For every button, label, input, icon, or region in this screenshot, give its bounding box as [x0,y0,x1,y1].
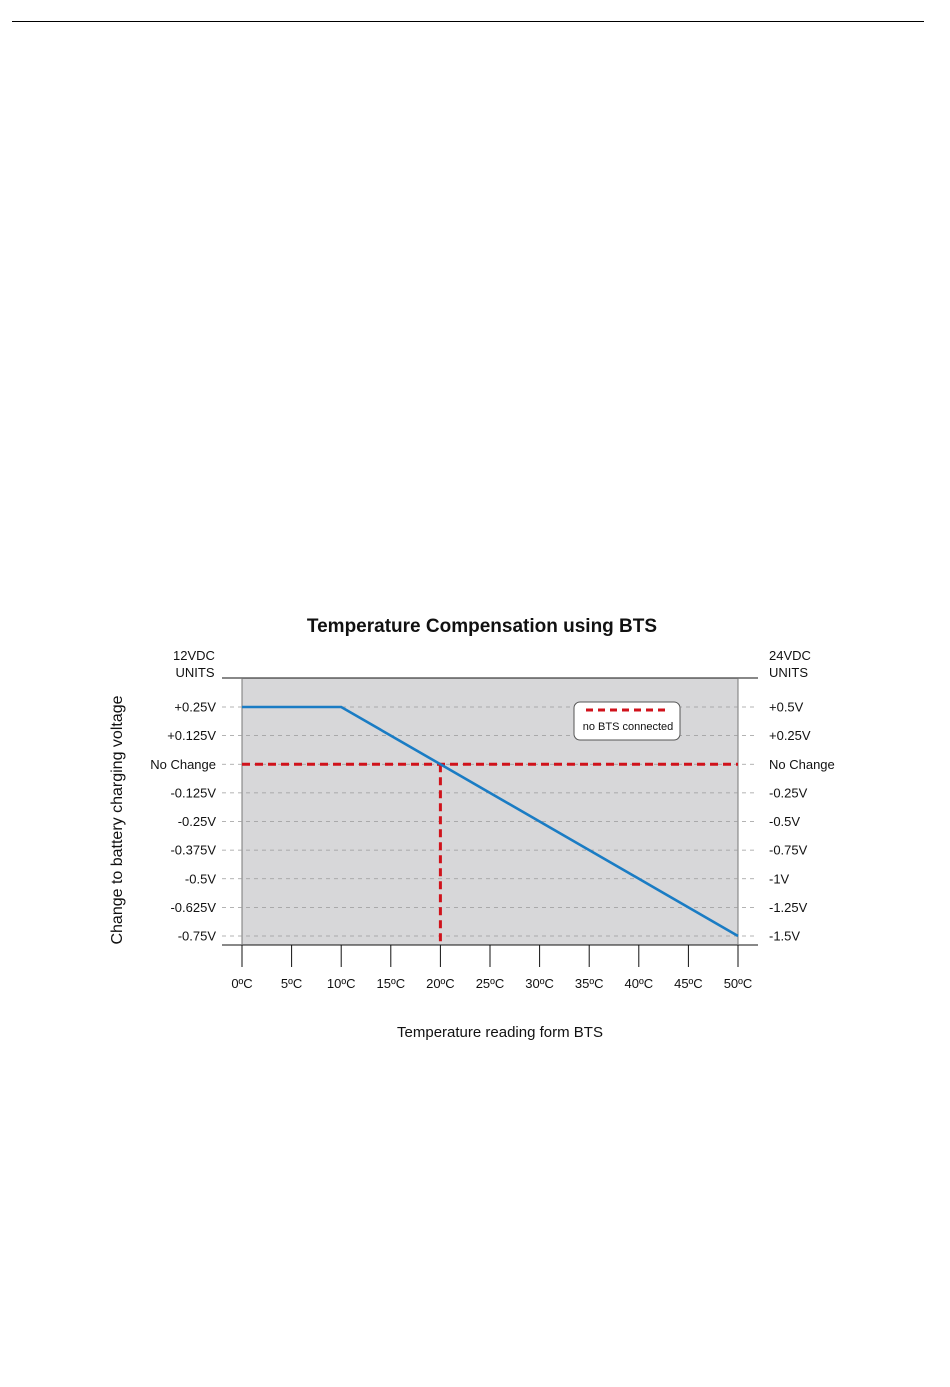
x-tick-label: 30ºC [525,976,554,991]
left-tick-label: -0.25V [178,814,217,829]
y-axis-label: Change to battery charging voltage [109,695,126,944]
x-tick-label: 0ºC [231,976,252,991]
right-tick-label: -0.75V [769,843,808,858]
right-axis-header-line1: 24VDC [769,648,811,663]
left-axis-header-line1: 12VDC [173,648,215,663]
right-tick-label: +0.5V [769,700,804,715]
right-tick-label: No Change [769,757,835,772]
x-tick-label: 45ºC [674,976,703,991]
compensation-line [242,705,739,938]
left-tick-label: +0.125V [167,728,216,743]
x-tick-label: 35ºC [575,976,604,991]
right-axis-header-line2: UNITS [769,665,808,680]
left-tick-label: +0.25V [174,700,216,715]
x-tick-label: 40ºC [624,976,653,991]
left-tick-label: No Change [150,757,216,772]
page-header-rule [12,21,924,22]
left-tick-label: -0.5V [185,871,216,886]
x-tick-label: 25ºC [476,976,505,991]
legend-label: no BTS connected [583,721,674,733]
right-tick-label: -1V [769,871,790,886]
right-tick-label: -1.25V [769,900,808,915]
right-tick-label: +0.25V [769,728,811,743]
left-axis-header-line2: UNITS [176,665,215,680]
plot-area: +0.25V +0.5V +0.125V +0.25V No Change No Chan… [150,677,835,991]
x-tick-label: 20ºC [426,976,455,991]
left-tick-label: -0.75V [178,929,217,944]
x-tick-label: 5ºC [281,976,302,991]
left-tick-label: -0.375V [170,843,216,858]
right-tick-label: -1.5V [769,929,800,944]
right-tick-label: -0.5V [769,814,800,829]
x-tick-label: 10ºC [327,976,356,991]
left-tick-label: -0.625V [170,900,216,915]
right-tick-label: -0.25V [769,785,808,800]
x-tick-label: 15ºC [376,976,405,991]
x-tick-label: 50ºC [724,976,753,991]
x-axis-label: Temperature reading form BTS [397,1024,603,1041]
chart-title: Temperature Compensation using BTS [307,616,657,637]
left-tick-label: -0.125V [170,785,216,800]
